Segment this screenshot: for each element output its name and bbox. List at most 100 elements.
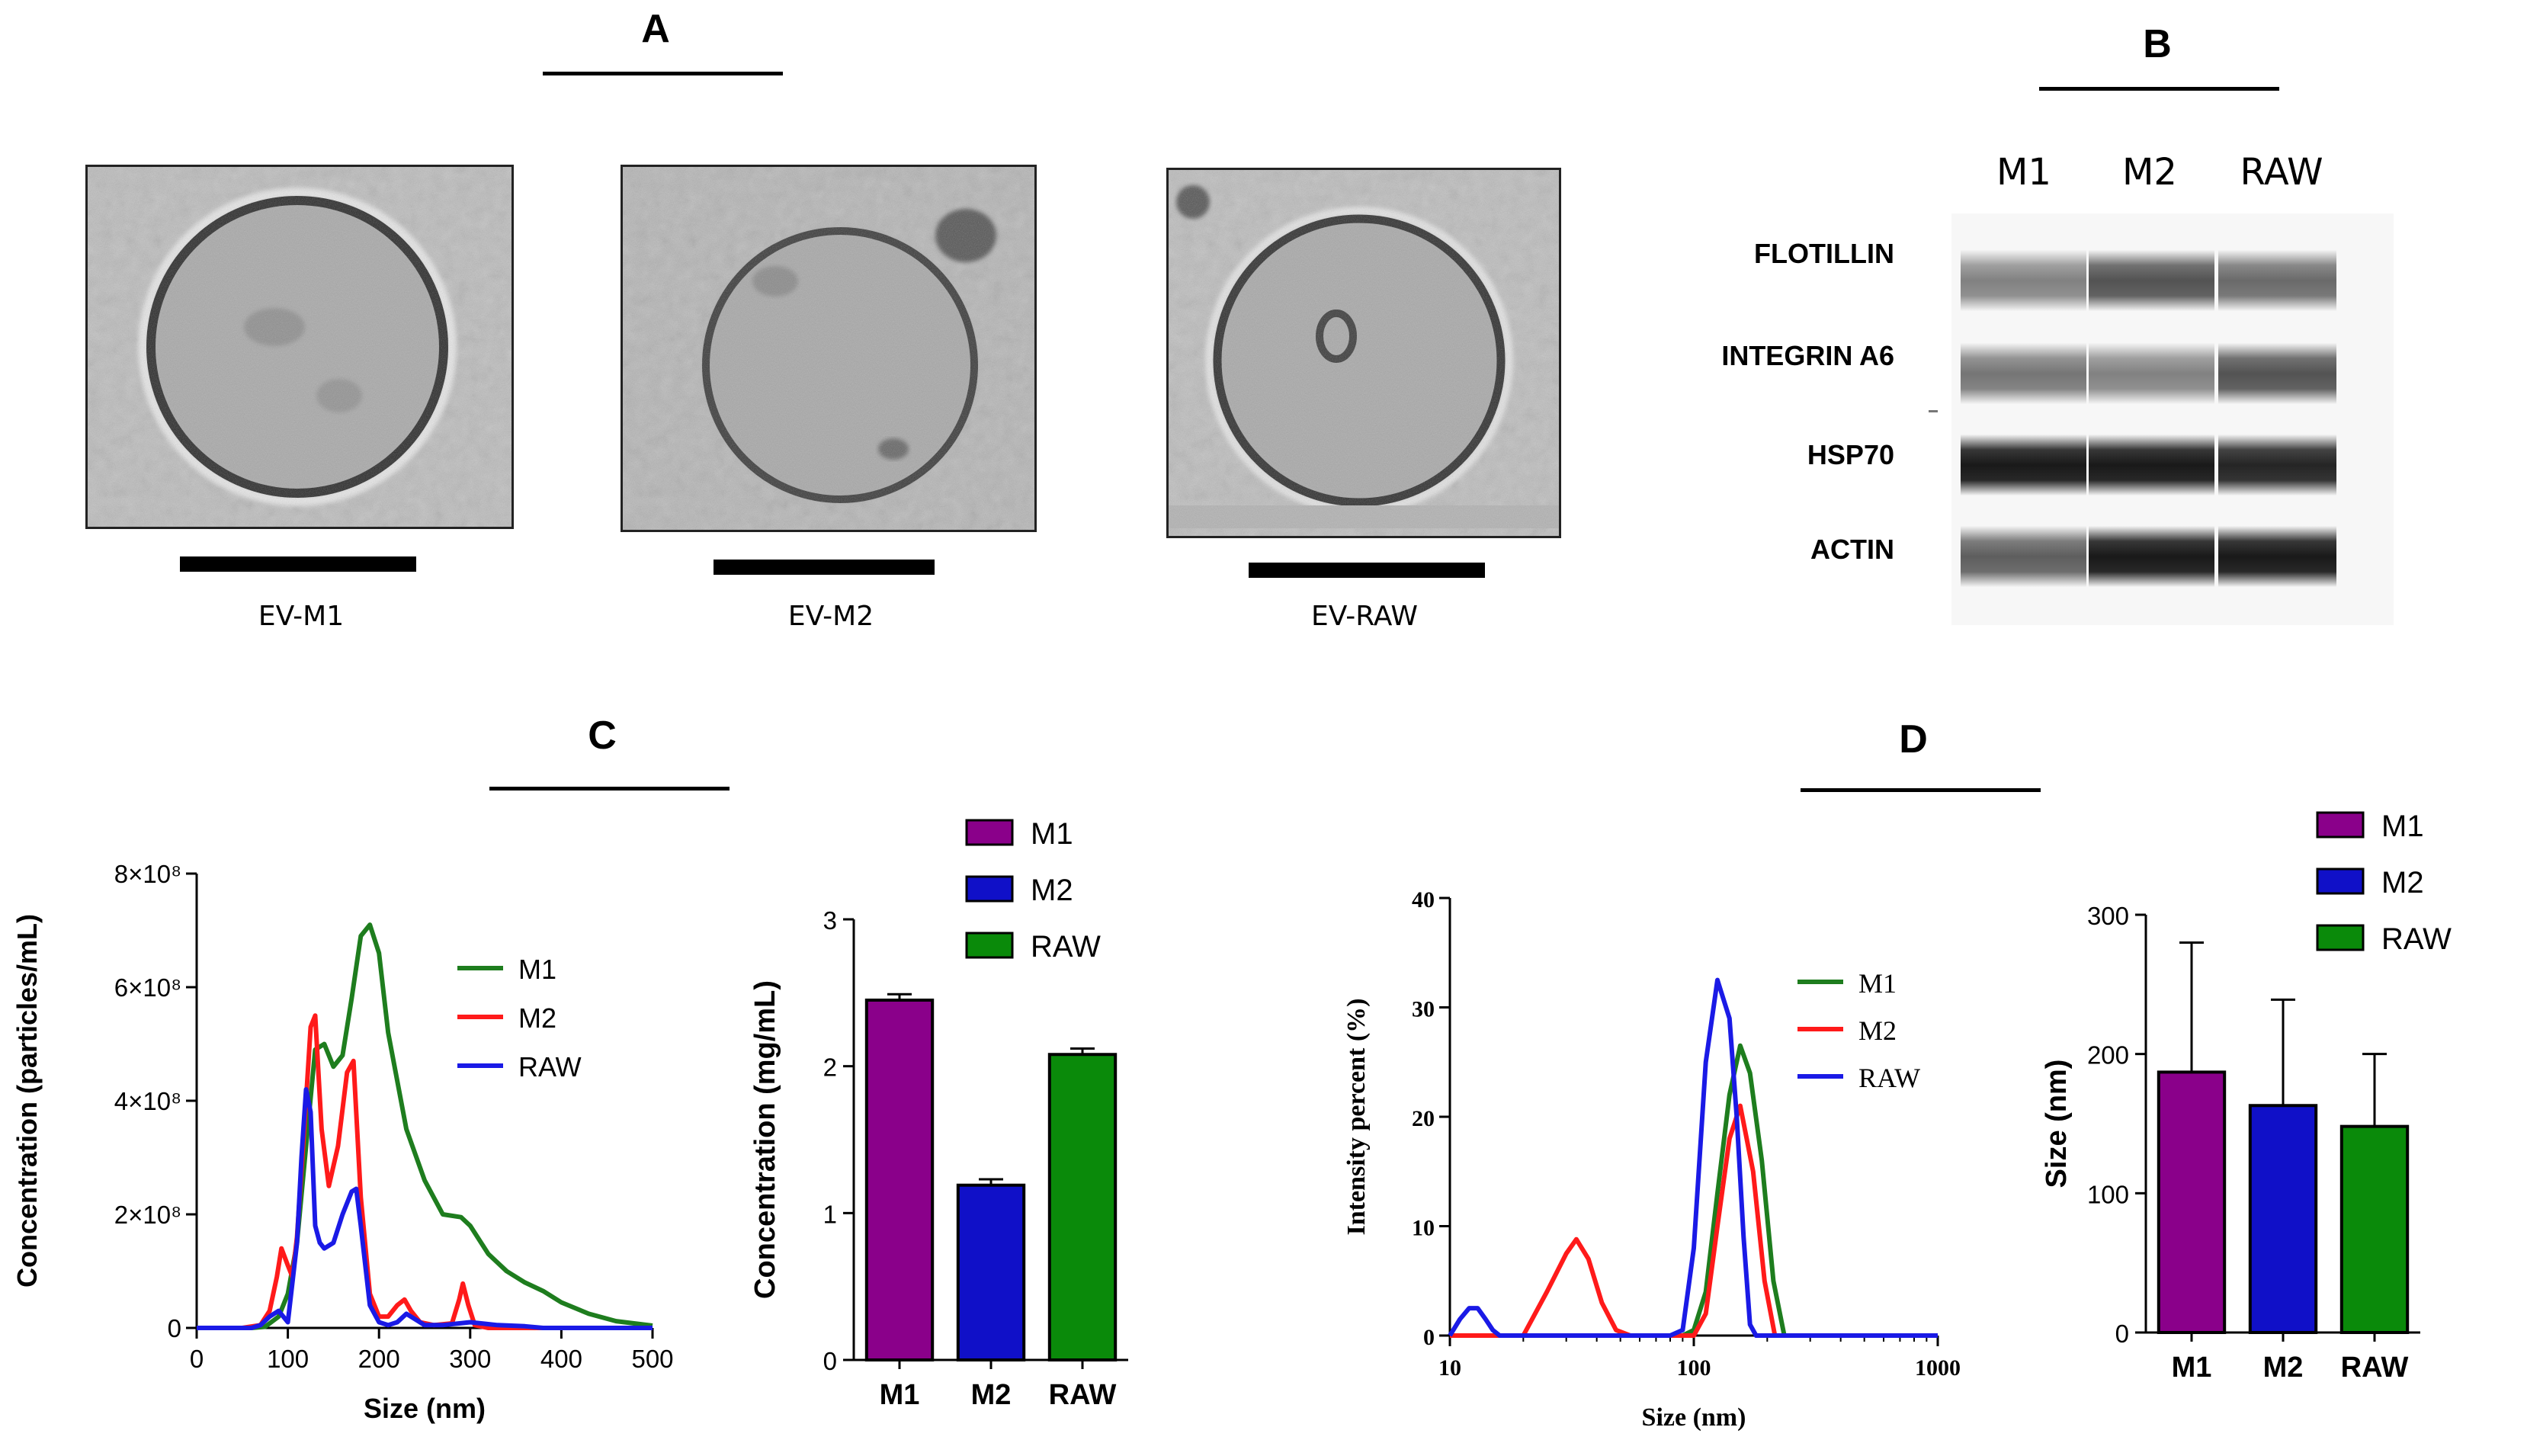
legend-swatch-m2 xyxy=(2316,868,2365,895)
wb-column-m2: M2 xyxy=(2122,151,2177,194)
y-tick-label: 6×10⁸ xyxy=(114,973,181,1002)
x-tick-label: 1000 xyxy=(1915,1355,1961,1381)
legend-label-m2: M2 xyxy=(518,1002,556,1034)
y-tick-label: 2 xyxy=(823,1054,837,1082)
wb-band-integrin-a6-m2 xyxy=(2089,343,2214,404)
legend-label-m1: M1 xyxy=(1031,817,1073,851)
panel-b-rule xyxy=(2039,87,2279,91)
em-image-ev-raw xyxy=(1166,168,1561,538)
y-tick-label: 20 xyxy=(1412,1106,1435,1131)
y-tick-label: 0 xyxy=(168,1314,181,1342)
panel-label-d: D xyxy=(1899,717,1928,762)
bar-raw xyxy=(2339,1124,2410,1334)
wb-band-integrin-a6-m1 xyxy=(1961,343,2086,404)
legend-label-raw: RAW xyxy=(518,1051,582,1082)
y-tick-label: 2×10⁸ xyxy=(114,1201,181,1229)
wb-band-hsp70-m2 xyxy=(2089,435,2214,495)
em-image-ev-m2 xyxy=(621,165,1037,532)
x-tick-label: M2 xyxy=(2263,1352,2304,1384)
y-tick-label: 40 xyxy=(1412,887,1435,912)
wb-band-flotillin-raw xyxy=(2218,250,2336,311)
series-line-m1 xyxy=(197,922,653,1330)
legend-label-m1: M1 xyxy=(1858,968,1897,999)
nta-line-chart: 0 2×10⁸ 4×10⁸ 6×10⁸ 8×10⁸ 0 100 200 300 400 500 Siz… xyxy=(11,860,674,1424)
em-image-ev-m1 xyxy=(85,165,514,529)
x-tick-label: M2 xyxy=(971,1379,1012,1411)
legend-label-m1: M1 xyxy=(2381,810,2424,843)
em-caption-raw: EV-RAW xyxy=(1310,601,1419,632)
y-tick-label: 4×10⁸ xyxy=(114,1087,181,1115)
scale-bar-m1 xyxy=(180,556,416,572)
y-tick-label: 3 xyxy=(823,906,837,935)
wb-band-integrin-a6-raw xyxy=(2218,343,2336,404)
wb-marker-tick-1 xyxy=(1929,410,1938,412)
legend-label-m2: M2 xyxy=(1031,874,1073,907)
y-tick-label: 100 xyxy=(2087,1180,2129,1208)
panel-label-a: A xyxy=(641,7,670,51)
series-line-m2 xyxy=(197,1013,653,1330)
y-axis-label: Intensity percent (%) xyxy=(1342,999,1371,1236)
panel-c-rule xyxy=(489,787,730,791)
panel-label-c: C xyxy=(588,714,617,758)
legend-label-m2: M2 xyxy=(1858,1015,1897,1046)
y-tick-label: 8×10⁸ xyxy=(114,860,181,888)
wb-row-flotillin: FLOTILLIN xyxy=(1754,238,1894,269)
x-tick-label: 100 xyxy=(1677,1355,1711,1381)
scale-bar-raw xyxy=(1249,563,1485,578)
wb-band-actin-m1 xyxy=(1961,526,2086,587)
series-line-raw xyxy=(1448,977,1938,1338)
y-tick-label: 0 xyxy=(1423,1325,1435,1350)
y-tick-label: 0 xyxy=(823,1347,837,1375)
wb-band-flotillin-m2 xyxy=(2089,250,2214,311)
wb-column-m1: M1 xyxy=(1996,151,2051,194)
vesicle-m2-graphic xyxy=(623,167,1034,530)
x-tick-label: RAW xyxy=(2341,1352,2409,1384)
vesicle-m1-graphic xyxy=(88,167,511,527)
wb-band-flotillin-m1 xyxy=(1961,250,2086,311)
wb-row-integrin-a6: INTEGRIN A6 xyxy=(1721,340,1894,371)
y-axis-label: Concentration (mg/mL) xyxy=(749,980,781,1299)
series-line-raw xyxy=(197,1087,653,1330)
wb-column-raw: RAW xyxy=(2240,151,2323,194)
x-tick-label: 0 xyxy=(190,1345,204,1373)
legend-label-raw: RAW xyxy=(2381,922,2452,956)
y-tick-label: 30 xyxy=(1412,997,1435,1022)
legend-label-m1: M1 xyxy=(518,954,556,985)
concentration-bar-chart: M1 M2 RAW 0 1 2 3 M1 M2 RAW Concentration (mg/mL) xyxy=(749,817,1128,1411)
legend-label-raw: RAW xyxy=(1031,930,1101,964)
x-tick-label: 10 xyxy=(1438,1355,1461,1381)
panel-a-rule xyxy=(543,72,783,75)
bar-m2 xyxy=(956,1183,1026,1362)
panel-label-b: B xyxy=(2143,22,2172,66)
y-tick-label: 300 xyxy=(2087,902,2129,930)
panel-d-rule xyxy=(1801,788,2041,792)
x-tick-label: 400 xyxy=(540,1345,582,1373)
x-axis-label: Size (nm) xyxy=(1642,1403,1746,1432)
wb-band-hsp70-m1 xyxy=(1961,435,2086,495)
legend-label-m2: M2 xyxy=(2381,866,2424,900)
x-tick-label: 300 xyxy=(449,1345,491,1373)
x-tick-label: 500 xyxy=(631,1345,673,1373)
bar-m1 xyxy=(2157,1070,2227,1334)
legend-swatch-m1 xyxy=(2316,811,2365,839)
vesicle-raw-graphic xyxy=(1169,170,1559,536)
em-caption-m1: EV-M1 xyxy=(258,601,345,632)
scale-bar-m2 xyxy=(714,560,935,575)
y-axis-label: Concentration (particles/mL) xyxy=(11,914,43,1288)
y-tick-label: 200 xyxy=(2087,1041,2129,1070)
legend-swatch-raw xyxy=(2316,924,2365,951)
wb-band-hsp70-raw xyxy=(2218,435,2336,495)
wb-row-hsp70: HSP70 xyxy=(1807,439,1894,470)
x-tick-label: RAW xyxy=(1049,1379,1117,1411)
x-axis-label: Size (nm) xyxy=(364,1393,486,1424)
x-tick-label: 100 xyxy=(267,1345,309,1373)
bar-m2 xyxy=(2248,1104,2318,1334)
em-caption-m2: EV-M2 xyxy=(787,601,874,632)
western-blot-image xyxy=(1951,213,2394,625)
bar-m1 xyxy=(864,998,935,1361)
y-tick-label: 10 xyxy=(1412,1216,1435,1241)
x-tick-label: M1 xyxy=(880,1379,920,1411)
y-tick-label: 1 xyxy=(823,1200,837,1228)
y-tick-label: 0 xyxy=(2115,1320,2129,1348)
